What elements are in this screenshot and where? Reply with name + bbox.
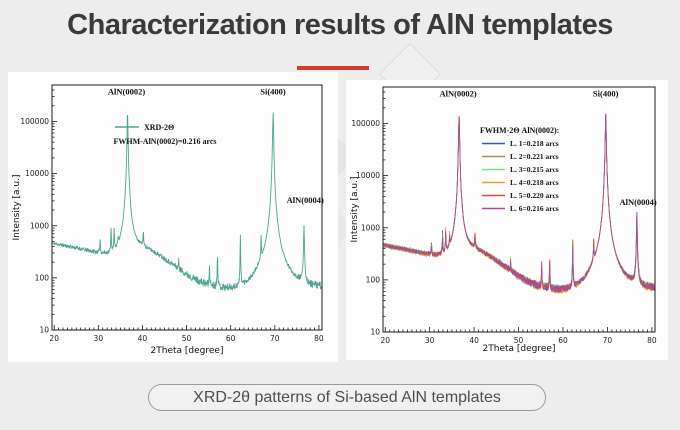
x-tick-label: 70 (603, 336, 613, 345)
legend-title: FWHM-2Θ AlN(0002): (480, 126, 559, 135)
y-tick-label: 100000 (351, 119, 380, 128)
x-tick-label: 30 (425, 336, 435, 345)
legend-note: FWHM-AlN(0002)=0.216 arcs (113, 137, 216, 146)
plot-box (51, 84, 323, 331)
x-tick-label: 50 (182, 334, 192, 343)
y-tick-label: 1000 (361, 223, 380, 232)
y-axis-title: Intensity [a.u.] (12, 175, 22, 241)
x-axis-title: 2Theta [degree] (483, 344, 556, 354)
x-tick-label: 60 (226, 334, 236, 343)
y-axis-title: Intensity [a.u.] (350, 177, 360, 243)
y-tick-label: 10 (370, 328, 380, 337)
legend-entry-label: XRD-2Θ (144, 123, 174, 132)
legend: FWHM-2Θ AlN(0002): L. 1=0.218 arcs L. 2=0.… (480, 126, 559, 213)
peak-label: Si(400) (260, 86, 286, 96)
xrd-multi-pattern-panel: 20 30 40 50 60 70 80 10 100 1000 10000 100000 2Theta… (346, 80, 668, 360)
y-tick-label: 10000 (25, 169, 49, 178)
peak-label: Si(400) (593, 88, 619, 98)
peak-label: AlN(0002) (439, 88, 476, 98)
y-tick-label: 100 (35, 273, 50, 282)
xrd-single-pattern-panel: 20 30 40 50 60 70 80 10 100 1000 10000 100000 2Theta… (8, 72, 338, 362)
x-tick-label: 80 (647, 336, 657, 345)
x-tick-label: 40 (138, 334, 148, 343)
y-tick-label: 10 (39, 326, 49, 335)
legend: XRD-2Θ FWHM-AlN(0002)=0.216 arcs (113, 123, 216, 146)
x-tick-label: 50 (514, 336, 524, 345)
legend-entry-label: L. 4=0.218 arcs (510, 178, 559, 187)
x-tick-label: 70 (270, 334, 280, 343)
x-tick-label: 20 (49, 334, 59, 343)
xrd-multi-pattern-chart: 20 30 40 50 60 70 80 10 100 1000 10000 100000 2Theta… (350, 86, 657, 354)
figure-caption-text: XRD-2θ patterns of Si-based AlN template… (193, 388, 501, 406)
x-axis-title: 2Theta [degree] (151, 346, 224, 356)
y-tick-label: 100 (366, 275, 381, 284)
y-tick-label: 1000 (30, 221, 49, 230)
figure-caption: XRD-2θ patterns of Si-based AlN template… (148, 384, 546, 411)
series-XRD-2Θ (52, 112, 322, 291)
legend-entry-label: L. 1=0.218 arcs (510, 139, 559, 148)
y-tick-label: 100000 (20, 117, 49, 126)
plot-box (382, 86, 656, 333)
legend-entry-label: L. 6=0.216 arcs (510, 204, 559, 213)
x-tick-label: 30 (94, 334, 104, 343)
legend-entry-label: L. 5=0.220 arcs (510, 191, 559, 200)
legend-entry-label: L. 2=0.221 arcs (510, 152, 559, 161)
series-L. 6 (383, 113, 655, 293)
y-tick-label: 10000 (356, 171, 380, 180)
x-tick-label: 20 (380, 336, 390, 345)
peak-label: AlN(0004) (619, 197, 656, 207)
axis-ticks (383, 91, 653, 333)
title-underline-accent (297, 66, 369, 70)
peak-label: AlN(0004) (287, 195, 324, 205)
xrd-single-pattern-chart: 20 30 40 50 60 70 80 10 100 1000 10000 100000 2Theta… (12, 84, 324, 356)
x-tick-label: 80 (314, 334, 324, 343)
axis-ticks (52, 89, 320, 331)
peak-label: AlN(0002) (108, 86, 145, 96)
legend-entry-label: L. 3=0.215 arcs (510, 165, 559, 174)
x-tick-label: 40 (469, 336, 479, 345)
x-tick-label: 60 (558, 336, 568, 345)
page-title: Characterization results of AlN template… (67, 9, 613, 41)
